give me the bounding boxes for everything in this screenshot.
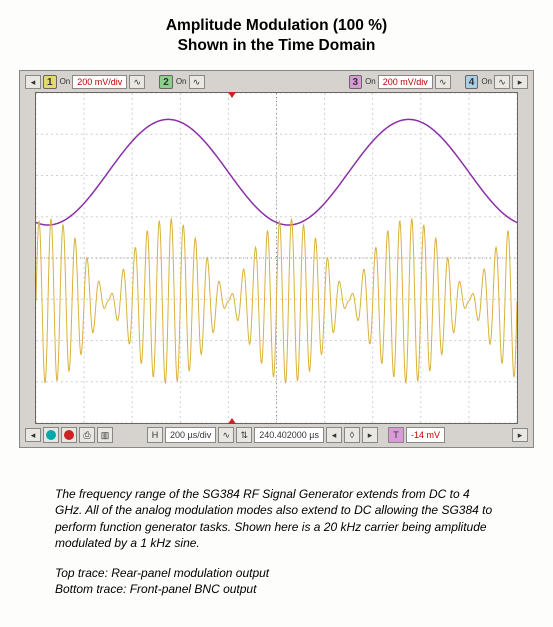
trigger-readout[interactable]: -14 mV <box>406 427 445 443</box>
channel-badge-1[interactable]: 1 <box>43 75 57 89</box>
scope-plot-row <box>23 92 530 424</box>
timebase-label: H <box>147 427 163 443</box>
waveform-display[interactable] <box>35 92 518 424</box>
trigger-label: T <box>388 427 404 443</box>
caption-top-trace: Top trace: Rear-panel modulation output <box>55 565 498 581</box>
caption-paragraph-1: The frequency range of the SG384 RF Sign… <box>55 486 498 551</box>
scroll-right-button-bot[interactable]: ▸ <box>512 428 528 442</box>
title-line-2: Shown in the Time Domain <box>0 36 553 56</box>
left-gutter <box>23 92 35 424</box>
figure-caption: The frequency range of the SG384 RF Sign… <box>0 448 553 597</box>
nav-prev-icon[interactable]: ◂ <box>326 427 342 443</box>
channel-on-1: On <box>60 78 71 86</box>
scope-bottom-toolbar: ◂ ⎙ ▥ H 200 µs/div ∿ ⇅ 240.402000 µs ◂ ◊… <box>23 424 530 444</box>
title-line-1: Amplitude Modulation (100 %) <box>0 16 553 36</box>
channel-scale-3[interactable]: 200 mV/div <box>378 75 433 89</box>
delay-readout[interactable]: 240.402000 µs <box>254 427 324 443</box>
print-icon[interactable]: ⎙ <box>79 427 95 443</box>
trigger-marker-bottom[interactable] <box>228 418 236 424</box>
nav-next-icon[interactable]: ▸ <box>362 427 378 443</box>
oscilloscope-window: ◂ 1 On 200 mV/div ∿ 2 On ∿ 3 On 200 mV/d… <box>19 70 534 448</box>
channel-badge-3[interactable]: 3 <box>349 75 363 89</box>
figure-title: Amplitude Modulation (100 %) Shown in th… <box>0 0 553 66</box>
right-gutter <box>518 92 530 424</box>
caption-bottom-trace: Bottom trace: Front-panel BNC output <box>55 581 498 597</box>
updown-icon[interactable]: ⇅ <box>236 427 252 443</box>
coupling-icon-4[interactable]: ∿ <box>494 75 510 89</box>
channel-on-3: On <box>365 78 376 86</box>
caption-paragraph-2: Top trace: Rear-panel modulation output … <box>55 565 498 597</box>
channel-scale-1[interactable]: 200 mV/div <box>72 75 127 89</box>
run-icon[interactable] <box>43 427 59 443</box>
scope-channel-toolbar: ◂ 1 On 200 mV/div ∿ 2 On ∿ 3 On 200 mV/d… <box>23 74 530 92</box>
coupling-icon-2[interactable]: ∿ <box>189 75 205 89</box>
coupling-h-icon[interactable]: ∿ <box>218 427 234 443</box>
save-icon[interactable]: ▥ <box>97 427 113 443</box>
scroll-left-button-bot[interactable]: ◂ <box>25 428 41 442</box>
record-icon[interactable] <box>61 427 77 443</box>
timebase-readout[interactable]: 200 µs/div <box>165 427 216 443</box>
trigger-marker-top[interactable] <box>228 92 236 98</box>
coupling-icon-3[interactable]: ∿ <box>435 75 451 89</box>
nav-center-icon[interactable]: ◊ <box>344 427 360 443</box>
scroll-left-button[interactable]: ◂ <box>25 75 41 89</box>
channel-on-4: On <box>481 78 492 86</box>
channel-badge-4[interactable]: 4 <box>465 75 479 89</box>
scroll-right-button[interactable]: ▸ <box>512 75 528 89</box>
channel-on-2: On <box>176 78 187 86</box>
channel-badge-2[interactable]: 2 <box>159 75 173 89</box>
waveform-svg <box>36 93 517 423</box>
coupling-icon-1[interactable]: ∿ <box>129 75 145 89</box>
